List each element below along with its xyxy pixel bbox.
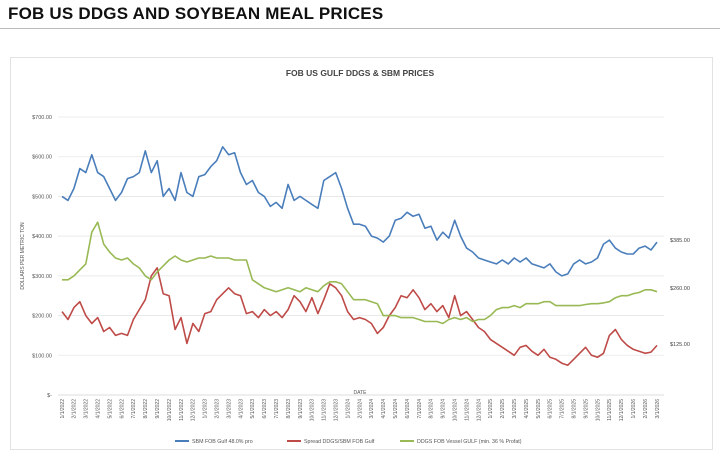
x-tick-label: 3/1/2024 <box>369 399 375 419</box>
legend-label: SBM FOB Gulf 48.0% pro <box>192 439 253 445</box>
x-tick-label: 8/1/2024 <box>429 399 435 419</box>
series-end-label: $385.00 <box>670 238 690 244</box>
chart-title: FOB US GULF DDGS & SBM PRICES <box>286 68 435 78</box>
x-tick-label: 10/1/2025 <box>595 399 601 421</box>
x-tick-label: 7/1/2023 <box>274 399 280 419</box>
x-tick-label: 2/1/2023 <box>215 399 221 419</box>
x-tick-label: 2/1/2022 <box>72 399 78 419</box>
x-tick-label: 1/1/2022 <box>60 399 66 419</box>
x-tick-label: 8/1/2023 <box>286 399 292 419</box>
x-tick-label: 10/1/2022 <box>167 399 173 421</box>
x-tick-label: 6/1/2023 <box>262 399 268 419</box>
x-tick-label: 3/1/2026 <box>655 399 661 419</box>
series-line-3 <box>62 221 658 325</box>
chart-container <box>10 57 713 450</box>
x-tick-label: 10/1/2024 <box>453 399 459 421</box>
x-tick-label: 1/1/2023 <box>203 399 209 419</box>
x-tick-label: 2/1/2025 <box>500 399 506 419</box>
x-tick-label: 8/1/2022 <box>143 399 149 419</box>
legend-label: DDGS FOB Vessel GULF (min. 36 % Profat) <box>417 439 522 445</box>
x-tick-label: 6/1/2024 <box>405 399 411 419</box>
x-tick-label: 4/1/2024 <box>381 399 387 419</box>
series-end-label: $125.00 <box>670 342 690 348</box>
x-tick-label: 5/1/2024 <box>393 399 399 419</box>
x-tick-label: 10/1/2023 <box>310 399 316 421</box>
series-line-1 <box>61 146 658 277</box>
legend-label: Spread DDGS/SBM FOB Gulf <box>304 439 375 445</box>
x-tick-label: 2/1/2026 <box>643 399 649 419</box>
x-tick-label: 6/1/2025 <box>548 399 554 419</box>
x-tick-label: 8/1/2025 <box>572 399 578 419</box>
x-tick-label: 12/1/2025 <box>619 399 625 421</box>
x-tick-label: 5/1/2025 <box>536 399 542 419</box>
x-tick-label: 11/1/2024 <box>464 399 470 421</box>
x-tick-label: 3/1/2025 <box>512 399 518 419</box>
x-tick-label: 9/1/2024 <box>441 399 447 419</box>
series-end-label: $260.00 <box>670 286 690 292</box>
y-tick-label: $300.00 <box>32 274 52 280</box>
x-tick-label: 11/1/2023 <box>322 399 328 421</box>
x-tick-label: 2/1/2024 <box>357 399 363 419</box>
x-tick-label: 7/1/2025 <box>560 399 566 419</box>
x-tick-label: 9/1/2022 <box>155 399 161 419</box>
x-tick-label: 4/1/2022 <box>96 399 102 419</box>
x-axis-label: DATE <box>354 390 368 396</box>
x-tick-label: 3/1/2023 <box>226 399 232 419</box>
x-tick-label: 1/1/2026 <box>631 399 637 419</box>
x-tick-label: 3/1/2022 <box>84 399 90 419</box>
x-tick-label: 5/1/2022 <box>107 399 113 419</box>
y-tick-label: $200.00 <box>32 314 52 320</box>
x-tick-label: 4/1/2023 <box>238 399 244 419</box>
x-tick-label: 4/1/2025 <box>524 399 530 419</box>
x-tick-label: 11/1/2025 <box>607 399 613 421</box>
y-tick-label: $400.00 <box>32 234 52 240</box>
x-tick-label: 11/1/2022 <box>179 399 185 421</box>
x-tick-label: 1/1/2025 <box>488 399 494 419</box>
x-tick-label: 12/1/2023 <box>334 399 340 421</box>
y-tick-label: $500.00 <box>32 194 52 200</box>
title-divider <box>0 28 720 29</box>
x-tick-label: 12/1/2024 <box>476 399 482 421</box>
y-tick-label: $- <box>47 393 52 399</box>
x-tick-label: 6/1/2022 <box>119 399 125 419</box>
x-tick-label: 9/1/2023 <box>298 399 304 419</box>
y-tick-label: $700.00 <box>32 115 52 121</box>
x-tick-label: 12/1/2022 <box>191 399 197 421</box>
series-line-2 <box>61 267 658 367</box>
x-tick-label: 7/1/2024 <box>417 399 423 419</box>
page-title: FOB US DDGS AND SOYBEAN MEAL PRICES <box>8 4 384 23</box>
y-axis-label: DOLLARS PER METRIC TON <box>20 222 26 290</box>
x-tick-label: 9/1/2025 <box>583 399 589 419</box>
y-tick-label: $600.00 <box>32 155 52 161</box>
x-tick-label: 1/1/2024 <box>345 399 351 419</box>
y-tick-label: $100.00 <box>32 353 52 359</box>
x-tick-label: 7/1/2022 <box>131 399 137 419</box>
x-tick-label: 5/1/2023 <box>250 399 256 419</box>
